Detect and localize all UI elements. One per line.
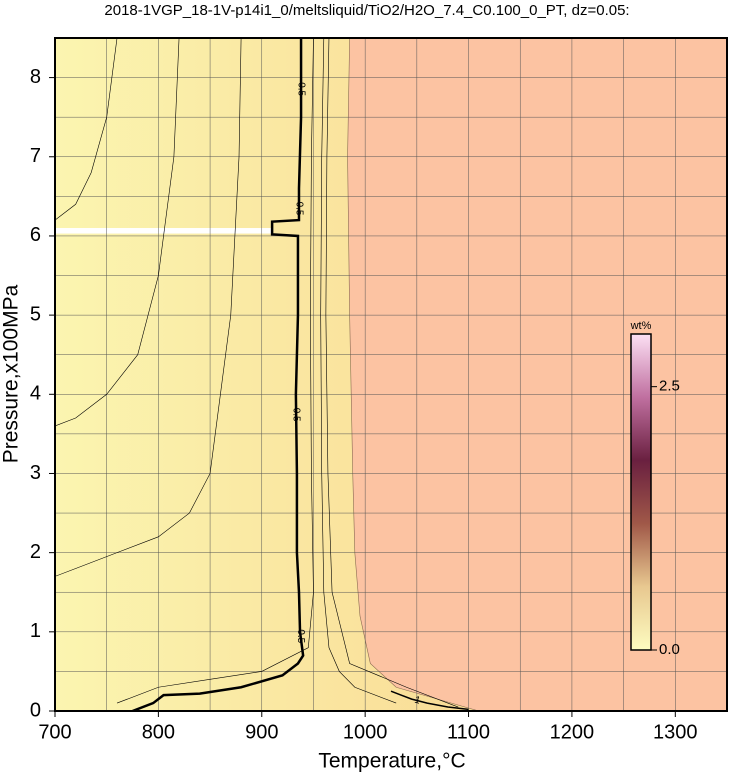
overlay: 700 800 900 1000 1100 1200 1300 0 1 2 3 4 5 6 7 8 wt% 0.0… xyxy=(30,66,698,743)
region-solid xyxy=(55,38,479,711)
x-tick-label: 700 xyxy=(38,721,71,743)
nodata-band xyxy=(55,228,273,234)
chart-title: 2018-1VGP_18-1V-p14i1_0/meltsliquid/TiO2… xyxy=(104,2,629,19)
contour-line xyxy=(55,38,242,577)
contour-label: 0.5 xyxy=(293,202,304,216)
x-tick-label: 1300 xyxy=(653,721,698,743)
y-tick-label: 2 xyxy=(30,541,41,563)
contour-label: 0.5 xyxy=(295,82,306,96)
x-tick-label: 1200 xyxy=(550,721,595,743)
colorbar xyxy=(630,333,652,651)
contour-label: 0.5 xyxy=(291,408,302,422)
colorbar-label: wt% xyxy=(630,320,652,332)
y-tick-label: 4 xyxy=(30,383,41,405)
plot-area: 0.5 0.5 0.5 0.5 1 xyxy=(55,38,727,711)
y-axis-label: Pressure,x100MPa xyxy=(0,284,23,463)
y-tick-label: 1 xyxy=(30,620,41,642)
y-tick-label: 6 xyxy=(30,224,41,246)
contour-line xyxy=(116,38,314,704)
plot-frame xyxy=(54,37,728,712)
y-tick-label: 8 xyxy=(30,66,41,88)
x-tick-label: 800 xyxy=(142,721,175,743)
x-axis-label: Temperature,°C xyxy=(318,750,465,773)
y-tick-label: 3 xyxy=(30,462,41,484)
contour-line xyxy=(55,38,180,427)
contour-line xyxy=(55,38,118,221)
contour-line xyxy=(325,38,459,708)
colorbar-tick-label: 0.0 xyxy=(659,641,680,658)
contour-label: 1 xyxy=(413,695,422,707)
y-tick-label: 0 xyxy=(30,699,41,721)
x-tick-label: 900 xyxy=(245,721,278,743)
contour-line xyxy=(320,38,397,704)
x-tick-label: 1100 xyxy=(447,721,490,743)
contour-label: 0.5 xyxy=(295,629,306,643)
contour-line xyxy=(390,690,469,711)
colorbar-tick-label: 2.5 xyxy=(659,378,680,395)
y-tick-label: 5 xyxy=(30,303,41,325)
contour-line xyxy=(132,38,305,711)
y-tick-label: 7 xyxy=(30,145,41,167)
x-tick-label: 1000 xyxy=(343,721,388,743)
